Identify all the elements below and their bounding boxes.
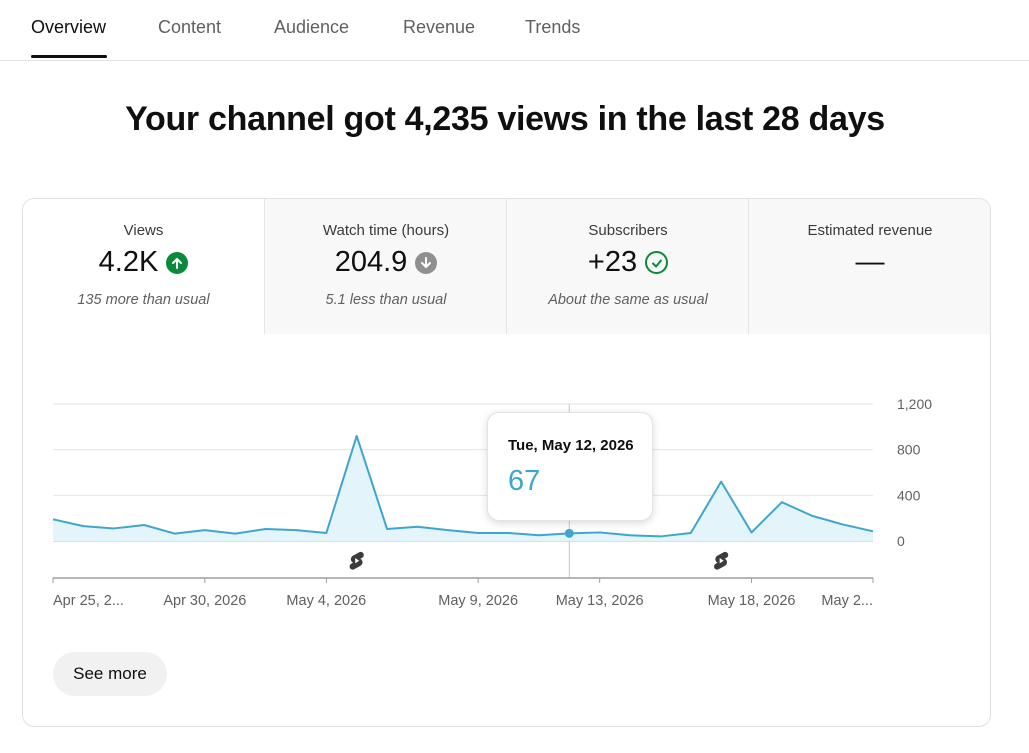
metric-views[interactable]: Views 4.2K 135 more than usual <box>23 199 264 334</box>
check-circle-icon <box>645 251 669 274</box>
y-tick-label: 1,200 <box>897 396 932 412</box>
shorts-icon[interactable] <box>349 551 364 570</box>
shorts-icon[interactable] <box>714 551 729 570</box>
views-line-chart[interactable]: 1,200 800 400 0 Apr 25, 2... Apr 30, 2026 May … <box>23 199 990 629</box>
tooltip-date: Tue, May 12, 2026 <box>508 437 634 454</box>
arrow-up-circle-icon <box>166 251 189 274</box>
tab-bar: Overview Content Audience Revenue Trends <box>0 0 1029 61</box>
x-tick-label: May 2... <box>821 593 873 609</box>
x-tick-label: May 18, 2026 <box>708 593 796 609</box>
metric-value: — <box>855 246 885 278</box>
tab-revenue[interactable]: Revenue <box>403 17 476 37</box>
metric-note: 5.1 less than usual <box>325 292 447 308</box>
area-fill <box>53 435 873 541</box>
shorts-play-glyph <box>719 558 724 564</box>
y-tick-label: 400 <box>897 487 921 503</box>
tab-audience[interactable]: Audience <box>274 17 350 37</box>
tab-content[interactable]: Content <box>158 17 222 37</box>
tab-overview[interactable]: Overview <box>31 17 107 37</box>
series-line <box>52 434 874 538</box>
x-tick-label: Apr 30, 2026 <box>163 593 246 609</box>
x-tick-label: May 9, 2026 <box>438 593 518 609</box>
x-tick-label: Apr 25, 2... <box>53 593 124 609</box>
metric-label: Views <box>123 222 164 239</box>
metric-estimated-revenue[interactable]: Estimated revenue — <box>748 199 990 334</box>
shorts-play-glyph <box>355 558 360 564</box>
x-tick-label: May 13, 2026 <box>556 593 644 609</box>
overview-card: Views 4.2K 135 more than usual Watch tim… <box>22 198 991 727</box>
metric-value: +23 <box>587 246 638 278</box>
metric-label: Watch time (hours) <box>322 222 450 239</box>
tab-trends[interactable]: Trends <box>525 17 581 37</box>
metric-watch-time[interactable]: Watch time (hours) 204.9 5.1 less than u… <box>264 199 507 334</box>
metric-note: 135 more than usual <box>77 292 210 308</box>
see-more-button[interactable]: See more <box>53 652 167 696</box>
arrow-down-circle-icon <box>415 251 438 274</box>
active-tab-indicator <box>31 55 107 58</box>
y-tick-label: 800 <box>897 442 921 458</box>
page-headline: Your channel got 4,235 views in the last… <box>125 100 885 138</box>
metric-value: 204.9 <box>334 246 408 278</box>
metric-subscribers[interactable]: Subscribers +23 About the same as usual <box>506 199 749 334</box>
chart-tooltip: Tue, May 12, 2026 67 <box>487 412 653 521</box>
metric-label: Estimated revenue <box>807 222 933 239</box>
x-tick-label: May 4, 2026 <box>286 593 366 609</box>
metric-note: About the same as usual <box>548 292 708 308</box>
tooltip-value: 67 <box>508 465 541 497</box>
highlight-point <box>564 528 574 538</box>
y-tick-label: 0 <box>897 533 905 549</box>
metric-label: Subscribers <box>588 222 668 239</box>
metric-value: 4.2K <box>98 246 159 278</box>
